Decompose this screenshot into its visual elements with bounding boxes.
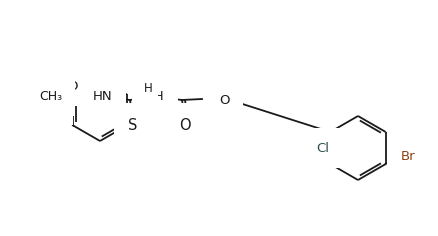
- Text: HN: HN: [93, 90, 113, 104]
- Text: S: S: [128, 118, 138, 132]
- Text: Cl: Cl: [316, 142, 329, 155]
- Text: H: H: [144, 83, 152, 96]
- Text: NH: NH: [145, 90, 165, 104]
- Text: O: O: [27, 101, 37, 114]
- Text: +: +: [60, 101, 69, 110]
- Text: Br: Br: [400, 149, 415, 163]
- Text: O: O: [179, 118, 191, 132]
- Text: O: O: [67, 80, 78, 93]
- Text: CH₃: CH₃: [39, 90, 63, 103]
- Text: N: N: [50, 99, 60, 112]
- Text: -: -: [39, 106, 43, 117]
- Text: O: O: [220, 93, 230, 106]
